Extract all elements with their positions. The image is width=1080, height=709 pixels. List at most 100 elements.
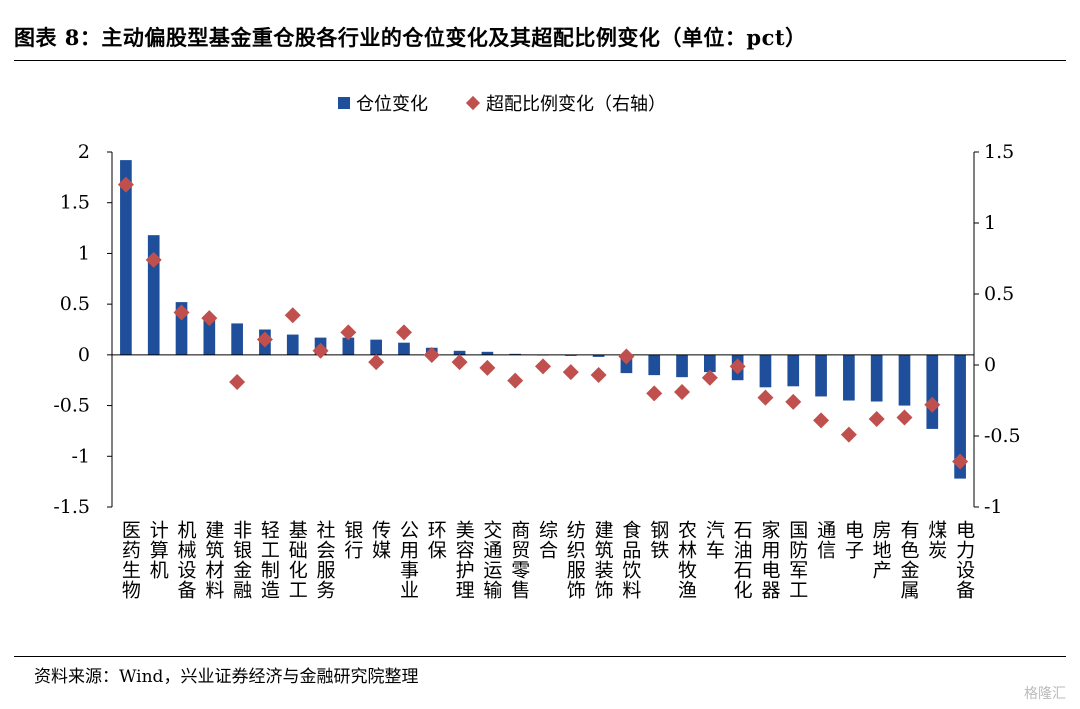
y-right-tick-label: 0	[984, 354, 996, 376]
x-category-label: 煤炭	[925, 520, 947, 560]
diamond-overweight-change	[646, 385, 663, 402]
bar-position-change	[592, 354, 605, 357]
legend-bar-label: 仓位变化	[356, 94, 428, 115]
x-category-label: 家用电器	[758, 520, 780, 600]
source-divider	[14, 656, 1066, 657]
diamond-overweight-change	[256, 331, 273, 348]
legend-bar-swatch	[338, 97, 350, 109]
bar-position-change	[676, 354, 688, 378]
x-category-label: 建筑材料	[202, 520, 224, 600]
x-category-label: 环保	[425, 520, 447, 560]
x-category-label: 商贸零售	[508, 520, 530, 600]
diamond-overweight-change	[479, 359, 496, 376]
x-category-label: 机械设备	[175, 520, 197, 600]
diamond-overweight-change	[618, 348, 635, 365]
diamond-overweight-change	[840, 426, 857, 443]
x-category-label: 农林牧渔	[675, 520, 697, 600]
diamond-overweight-change	[868, 410, 885, 427]
bar-position-change	[815, 354, 827, 397]
bar-position-change	[898, 354, 911, 406]
diamond-overweight-change	[701, 369, 718, 386]
x-category-label: 交通运输	[480, 520, 502, 600]
bar-position-change	[648, 354, 661, 376]
diamond-overweight-change	[507, 372, 524, 389]
x-category-label: 计算机	[147, 520, 169, 580]
x-category-label: 石油石化	[731, 520, 753, 600]
x-category-label: 纺织服饰	[564, 520, 586, 600]
x-category-label: 通信	[814, 520, 836, 560]
bar-position-change	[870, 354, 883, 402]
diamond-overweight-change	[924, 396, 941, 413]
x-category-label: 基础化工	[286, 520, 308, 600]
y-left-tick-label: 0	[78, 344, 90, 366]
bar-position-change	[926, 354, 939, 429]
diamond-overweight-change	[535, 358, 551, 375]
bar-position-change	[954, 354, 966, 479]
bar-position-change	[398, 342, 410, 355]
watermark: 格隆汇	[1024, 686, 1066, 702]
diamond-overweight-change	[117, 176, 134, 193]
source-note: 资料来源：Wind，兴业证券经济与金融研究院整理	[34, 667, 419, 687]
diamond-overweight-change	[757, 389, 774, 406]
x-category-label: 房地产	[870, 520, 892, 580]
y-left-tick-label: -0.5	[53, 395, 90, 417]
diamond-overweight-change	[173, 304, 190, 321]
y-left-tick-label: 2	[78, 141, 90, 163]
diamond-overweight-change	[368, 354, 385, 371]
diamond-overweight-change	[674, 383, 691, 400]
diamond-overweight-change	[284, 307, 301, 324]
x-category-label: 国防军工	[786, 520, 808, 600]
bar-position-change	[147, 235, 160, 355]
diamond-overweight-change	[201, 310, 218, 327]
x-category-label: 银行	[341, 520, 363, 560]
chart-legend: 仓位变化 超配比例变化（右轴）	[338, 90, 666, 116]
x-category-label: 非银金融	[230, 520, 252, 600]
x-category-label: 美容护理	[453, 520, 475, 600]
bar-position-change	[564, 354, 577, 356]
y-right-tick-label: 1	[984, 212, 996, 234]
bar-position-change	[481, 351, 494, 355]
x-category-label: 电子	[842, 520, 864, 560]
bar-position-change	[120, 160, 132, 355]
x-category-label: 汽车	[703, 520, 725, 560]
diamond-overweight-change	[590, 366, 607, 383]
bar-position-change	[370, 339, 383, 355]
diamond-overweight-change	[785, 393, 802, 410]
diamond-overweight-change	[813, 412, 830, 429]
x-category-label: 传媒	[369, 520, 391, 560]
bar-position-change	[175, 302, 188, 355]
diamond-overweight-change	[952, 453, 969, 470]
y-left-tick-label: 1.5	[60, 192, 90, 214]
x-category-label: 社会服务	[314, 520, 336, 600]
diamond-overweight-change	[729, 358, 746, 375]
diamond-overweight-change	[896, 409, 913, 426]
bar-position-change	[453, 350, 466, 355]
x-category-label: 公用事业	[397, 520, 419, 600]
x-category-label: 轻工制造	[258, 520, 280, 600]
y-left-tick-label: 0.5	[60, 293, 90, 315]
x-category-label: 有色金属	[897, 520, 919, 600]
y-right-tick-label: -0.5	[984, 425, 1021, 447]
diamond-overweight-change	[340, 324, 357, 341]
y-right-tick-label: -1	[984, 496, 1003, 518]
x-category-label: 综合	[536, 520, 558, 560]
x-category-label: 电力设备	[953, 520, 975, 600]
x-category-label: 钢铁	[647, 520, 669, 560]
diamond-overweight-change	[312, 342, 329, 359]
diamond-overweight-change	[145, 251, 162, 268]
diamond-overweight-change	[229, 374, 246, 391]
bar-position-change	[231, 323, 243, 355]
y-left-tick-label: -1	[71, 445, 90, 467]
chart-title: 图表 8：主动偏股型基金重仓股各行业的仓位变化及其超配比例变化（单位：pct）	[14, 25, 807, 50]
y-left-tick-label: 1	[78, 242, 90, 264]
legend-diamond-label: 超配比例变化（右轴）	[486, 94, 666, 115]
bar-position-change	[203, 316, 216, 355]
diamond-overweight-change	[562, 364, 579, 381]
x-category-label: 建筑装饰	[592, 520, 614, 600]
y-left-tick-label: -1.5	[53, 496, 90, 518]
x-category-label: 医药生物	[119, 520, 141, 600]
y-right-tick-label: 0.5	[984, 283, 1014, 305]
bar-position-change	[342, 337, 355, 355]
bar-position-change	[509, 353, 522, 355]
